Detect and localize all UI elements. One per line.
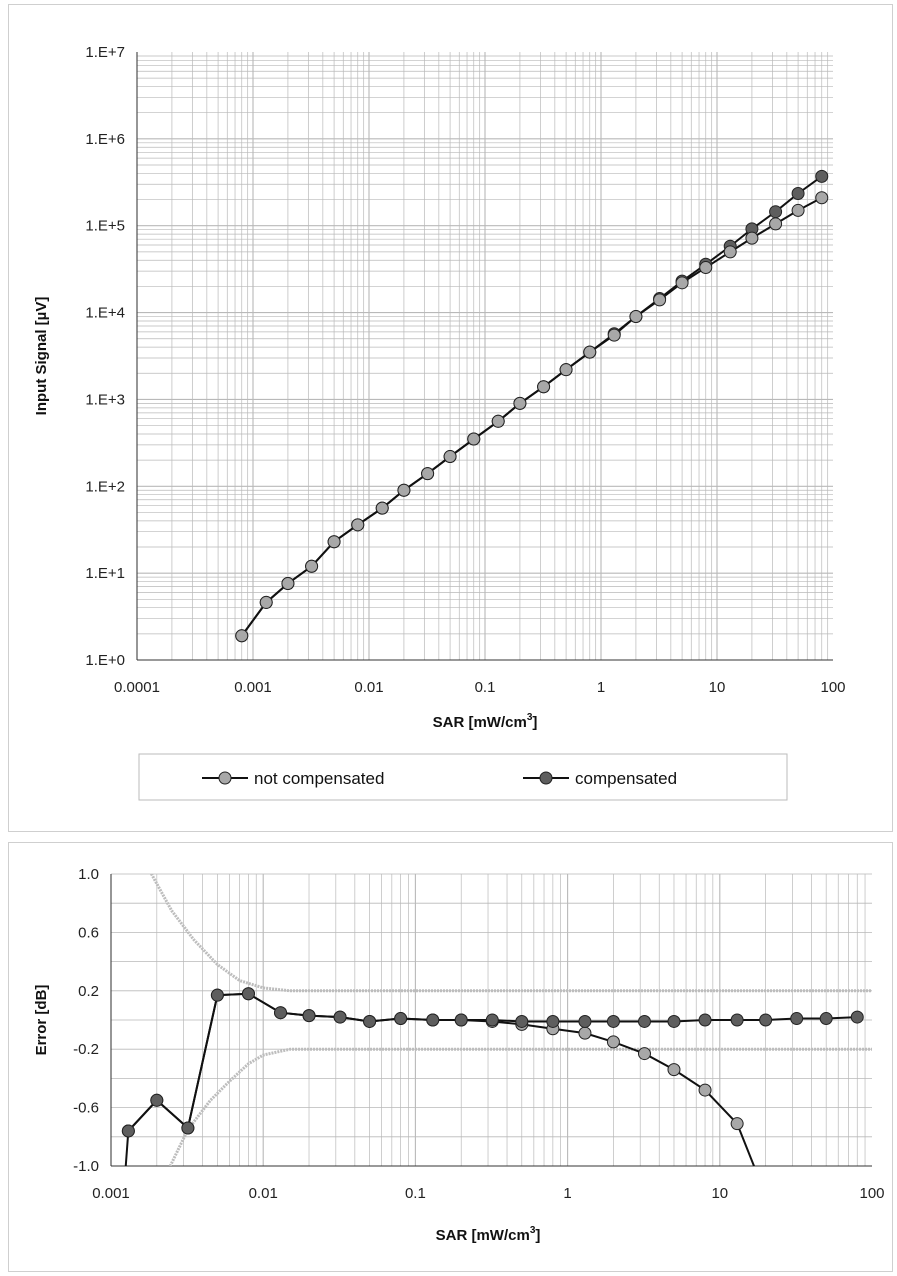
data-point-not-compensated xyxy=(791,203,805,217)
data-point-not-compensated xyxy=(235,629,249,643)
data-point-compensated xyxy=(150,1093,164,1107)
y-tick-label: -1.0 xyxy=(73,1158,99,1175)
input-signal-chart: 0.0001 0.001 0.01 0.1 1 10 100 1.E+0 1.E+1 1.E+2 1… xyxy=(33,44,846,801)
data-point-compensated xyxy=(515,1014,529,1028)
x-tick-label: 100 xyxy=(859,1185,884,1202)
data-point-compensated xyxy=(578,1014,592,1028)
x-tick-label: 0.0001 xyxy=(114,679,160,696)
data-point-compensated xyxy=(241,987,255,1001)
legend-marker-not-compensated xyxy=(218,771,232,785)
x-tick-label: 0.01 xyxy=(249,1185,278,1202)
data-point-compensated xyxy=(210,988,224,1002)
data-point-not-compensated xyxy=(578,1026,592,1040)
data-point-not-compensated xyxy=(491,414,505,428)
y-tick-label: 1.E+7 xyxy=(85,44,125,61)
data-point-compensated xyxy=(485,1013,499,1027)
data-point-compensated xyxy=(815,169,829,183)
data-point-not-compensated xyxy=(667,1063,681,1077)
data-point-not-compensated xyxy=(653,293,667,307)
data-point-compensated xyxy=(274,1006,288,1020)
y-tick-label: -0.6 xyxy=(73,1100,99,1117)
data-point-not-compensated xyxy=(637,1047,651,1061)
data-point-not-compensated xyxy=(443,450,457,464)
data-point-not-compensated xyxy=(559,363,573,377)
y-axis-title: Input Signal [µV] xyxy=(33,297,50,416)
data-point-not-compensated xyxy=(327,535,341,549)
y-tick-label: 1.E+3 xyxy=(85,391,125,408)
data-point-not-compensated xyxy=(259,595,273,609)
data-point-not-compensated xyxy=(699,261,713,275)
data-point-not-compensated xyxy=(351,518,365,532)
data-point-not-compensated xyxy=(675,276,689,290)
y-tick-label: 1.E+2 xyxy=(85,478,125,495)
x-axis-title: SAR [mW/cm3] xyxy=(433,712,538,731)
legend-label-not-compensated: not compensated xyxy=(254,769,384,788)
data-point-compensated xyxy=(121,1124,135,1138)
data-point-not-compensated xyxy=(397,483,411,497)
data-point-compensated xyxy=(667,1014,681,1028)
data-point-compensated xyxy=(546,1014,560,1028)
data-point-compensated xyxy=(759,1013,773,1027)
data-point-compensated xyxy=(426,1013,440,1027)
data-point-compensated xyxy=(730,1013,744,1027)
y-tick-label: 1.E+5 xyxy=(85,218,125,235)
x-tick-label: 100 xyxy=(820,679,845,696)
data-point-not-compensated xyxy=(375,501,389,515)
y-tick-label: -0.2 xyxy=(73,1041,99,1058)
y-tick-label: 1.E+4 xyxy=(85,305,125,322)
data-point-compensated xyxy=(454,1013,468,1027)
x-tick-label: 1 xyxy=(563,1185,571,1202)
data-point-not-compensated xyxy=(730,1117,744,1131)
x-tick-label: 0.01 xyxy=(354,679,383,696)
data-point-compensated xyxy=(363,1014,377,1028)
data-point-not-compensated xyxy=(537,380,551,394)
x-tick-label: 0.001 xyxy=(234,679,272,696)
legend-label-compensated: compensated xyxy=(575,769,677,788)
data-point-compensated xyxy=(850,1010,864,1024)
data-point-not-compensated xyxy=(769,217,783,231)
x-tick-label: 0.1 xyxy=(405,1185,426,1202)
y-tick-label: 1.E+6 xyxy=(85,131,125,148)
y-tick-label: 0.2 xyxy=(78,983,99,1000)
data-point-compensated xyxy=(637,1014,651,1028)
x-axis-title: SAR [mW/cm3] xyxy=(436,1225,541,1244)
x-tick-label: 1 xyxy=(597,679,605,696)
y-tick-label: 0.6 xyxy=(78,924,99,941)
data-point-compensated xyxy=(606,1014,620,1028)
y-axis-title: Error [dB] xyxy=(33,985,50,1056)
data-point-not-compensated xyxy=(583,345,597,359)
x-tick-label: 10 xyxy=(709,679,726,696)
data-point-compensated xyxy=(333,1010,347,1024)
data-point-not-compensated xyxy=(723,245,737,259)
x-tick-label: 10 xyxy=(711,1185,728,1202)
data-point-not-compensated xyxy=(421,467,435,481)
data-point-compensated xyxy=(791,186,805,200)
data-point-compensated xyxy=(819,1012,833,1026)
data-point-not-compensated xyxy=(467,432,481,446)
y-tick-label: 1.E+1 xyxy=(85,565,125,582)
uncertainty-limit-upper xyxy=(149,874,872,993)
y-tick-label: 1.E+0 xyxy=(85,652,125,669)
data-point-not-compensated xyxy=(607,328,621,342)
data-point-not-compensated xyxy=(745,231,759,245)
data-point-not-compensated xyxy=(629,310,643,324)
y-tick-label: 1.0 xyxy=(78,866,99,883)
data-point-compensated xyxy=(790,1012,804,1026)
data-point-not-compensated xyxy=(815,191,829,205)
data-point-compensated xyxy=(302,1009,316,1023)
data-point-not-compensated xyxy=(513,396,527,410)
data-point-not-compensated xyxy=(281,576,295,590)
data-point-not-compensated xyxy=(698,1083,712,1097)
legend-marker-compensated xyxy=(539,771,553,785)
plot-content xyxy=(121,874,872,1166)
data-point-compensated xyxy=(394,1012,408,1026)
x-tick-label: 0.001 xyxy=(92,1185,130,1202)
x-tick-label: 0.1 xyxy=(475,679,496,696)
data-point-not-compensated xyxy=(305,559,319,573)
data-point-compensated xyxy=(698,1013,712,1027)
data-point-compensated xyxy=(181,1121,195,1135)
data-point-not-compensated xyxy=(606,1035,620,1049)
